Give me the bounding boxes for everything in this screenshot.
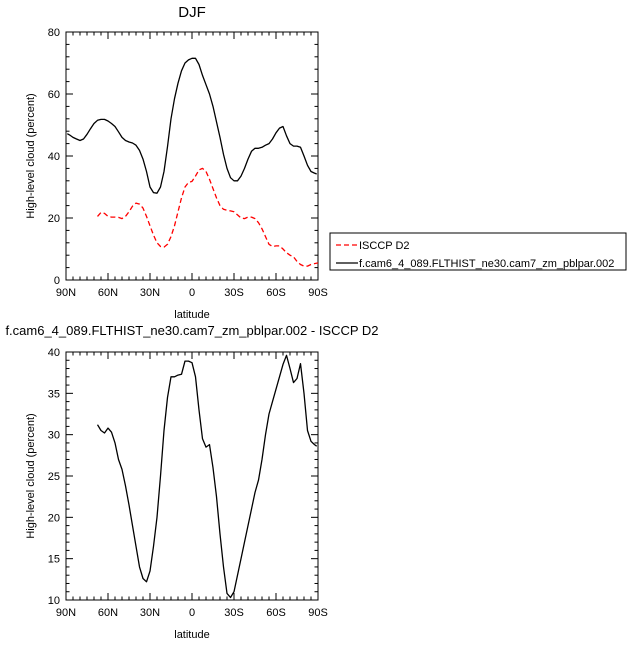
top-model-series-line	[66, 57, 317, 194]
top-plot-frame	[65, 31, 319, 281]
top-x-tick-labels: 90N 60N 30N 0 30S 60S 90S	[56, 287, 328, 299]
top-x-tick-label: 90S	[308, 287, 328, 299]
top-x-axis-label: latitude	[174, 309, 209, 321]
legend-label-model: f.cam6_4_089.FLTHIST_ne30.cam7_zm_pblpar…	[359, 258, 614, 270]
bottom-x-tick-label: 30N	[140, 607, 160, 619]
top-y-tick-label: 80	[48, 27, 60, 39]
bottom-y-tick-label: 20	[48, 512, 60, 524]
top-x-tick-label: 90N	[56, 287, 76, 299]
top-panel: DJF 90N 60N 30N 0 30S 60S 90S 0 20 40 60 80 latitu…	[25, 4, 328, 321]
bottom-y-axis-label: High-level cloud (percent)	[25, 413, 37, 538]
bottom-y-tick-label: 25	[48, 471, 60, 483]
bottom-x-tick-label: 90S	[308, 607, 328, 619]
bottom-plot-frame	[65, 351, 319, 601]
bottom-x-tick-label: 30S	[224, 607, 244, 619]
bottom-panel: f.cam6_4_089.FLTHIST_ne30.cam7_zm_pblpar…	[5, 323, 378, 641]
top-y-tick-label: 60	[48, 89, 60, 101]
top-x-tick-label: 0	[189, 287, 195, 299]
bottom-y-tick-label: 10	[48, 595, 60, 607]
top-x-tick-label: 30N	[140, 287, 160, 299]
legend: ISCCP D2 f.cam6_4_089.FLTHIST_ne30.cam7_…	[329, 232, 627, 271]
top-y-tick-label: 20	[48, 213, 60, 225]
legend-label-isccp: ISCCP D2	[359, 240, 410, 252]
bottom-y-tick-labels: 10 15 20 25 30 35 40	[48, 347, 60, 607]
bottom-x-tick-label: 60S	[266, 607, 286, 619]
top-x-tick-label: 30S	[224, 287, 244, 299]
bottom-panel-title: f.cam6_4_089.FLTHIST_ne30.cam7_zm_pblpar…	[5, 323, 378, 338]
top-y-tick-label: 40	[48, 151, 60, 163]
bottom-x-tick-labels: 90N 60N 30N 0 30S 60S 90S	[56, 607, 328, 619]
bottom-axis-ticks	[65, 351, 319, 601]
bottom-x-tick-label: 0	[189, 607, 195, 619]
top-series-lines	[66, 57, 319, 267]
top-y-tick-labels: 0 20 40 60 80	[48, 27, 60, 287]
top-y-axis-label: High-level cloud (percent)	[25, 93, 37, 218]
bottom-y-tick-label: 15	[48, 554, 60, 566]
bottom-x-tick-label: 90N	[56, 607, 76, 619]
bottom-series-lines	[96, 354, 318, 599]
top-y-tick-label: 0	[54, 275, 60, 287]
bottom-y-tick-label: 35	[48, 388, 60, 400]
bottom-y-tick-label: 40	[48, 347, 60, 359]
top-axis-ticks	[65, 31, 319, 281]
bottom-x-axis-label: latitude	[174, 629, 209, 641]
legend-box	[329, 232, 627, 271]
top-x-tick-label: 60S	[266, 287, 286, 299]
bottom-difference-series-line	[96, 354, 318, 599]
bottom-y-tick-label: 30	[48, 430, 60, 442]
bottom-x-tick-label: 60N	[98, 607, 118, 619]
top-x-tick-label: 60N	[98, 287, 118, 299]
top-isccp-series-line	[97, 167, 319, 267]
top-panel-title: DJF	[178, 4, 206, 21]
